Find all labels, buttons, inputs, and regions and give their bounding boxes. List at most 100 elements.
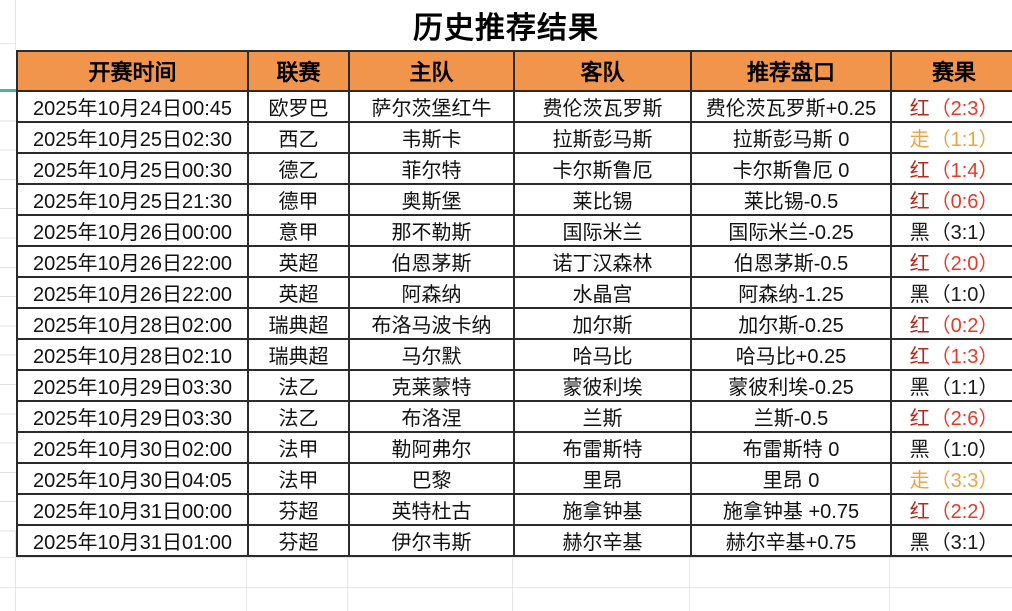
column-header-away-team[interactable]: 客队 [513, 50, 692, 92]
league-cell[interactable]: 法乙 [247, 400, 350, 433]
result-cell[interactable]: 红（1:4） [890, 152, 1012, 185]
away-team-cell[interactable]: 兰斯 [513, 400, 692, 433]
home-team-cell[interactable]: 勒阿弗尔 [348, 431, 515, 464]
home-team-cell[interactable]: 布洛马波卡纳 [348, 307, 515, 340]
result-cell[interactable]: 走（1:1） [890, 121, 1012, 154]
home-team-cell[interactable]: 那不勒斯 [348, 214, 515, 247]
league-cell[interactable]: 西乙 [247, 121, 350, 154]
kickoff-time-cell[interactable]: 2025年10月31日01:00 [16, 524, 249, 557]
league-cell[interactable]: 法甲 [247, 462, 350, 495]
away-team-cell[interactable]: 卡尔斯鲁厄 [513, 152, 692, 185]
home-team-cell[interactable]: 巴黎 [348, 462, 515, 495]
handicap-cell[interactable]: 卡尔斯鲁厄 0 [690, 152, 892, 185]
header-row: 开赛时间 联赛 主队 客队 推荐盘口 赛果 [16, 50, 1012, 92]
league-cell[interactable]: 芬超 [247, 524, 350, 557]
home-team-cell[interactable]: 菲尔特 [348, 152, 515, 185]
kickoff-time-cell[interactable]: 2025年10月26日00:00 [16, 214, 249, 247]
home-team-cell[interactable]: 英特杜古 [348, 493, 515, 526]
handicap-cell[interactable]: 国际米兰-0.25 [690, 214, 892, 247]
home-team-cell[interactable]: 萨尔茨堡红牛 [348, 90, 515, 123]
kickoff-time-cell[interactable]: 2025年10月29日03:30 [16, 369, 249, 402]
handicap-cell[interactable]: 加尔斯-0.25 [690, 307, 892, 340]
home-team-cell[interactable]: 布洛涅 [348, 400, 515, 433]
home-team-cell[interactable]: 伯恩茅斯 [348, 245, 515, 278]
away-team-cell[interactable]: 施拿钟基 [513, 493, 692, 526]
result-cell[interactable]: 黑（3:1） [890, 214, 1012, 247]
handicap-cell[interactable]: 莱比锡-0.5 [690, 183, 892, 216]
results-tbody: 2025年10月24日00:45 欧罗巴 萨尔茨堡红牛 费伦茨瓦罗斯 费伦茨瓦罗… [16, 90, 1012, 557]
row-gridlines-margin [0, 92, 16, 532]
handicap-cell[interactable]: 赫尔辛基+0.75 [690, 524, 892, 557]
away-team-cell[interactable]: 水晶宫 [513, 276, 692, 309]
handicap-cell[interactable]: 兰斯-0.5 [690, 400, 892, 433]
league-cell[interactable]: 德甲 [247, 183, 350, 216]
away-team-cell[interactable]: 诺丁汉森林 [513, 245, 692, 278]
result-cell[interactable]: 黑（1:0） [890, 276, 1012, 309]
league-cell[interactable]: 欧罗巴 [247, 90, 350, 123]
result-cell[interactable]: 走（3:3） [890, 462, 1012, 495]
away-team-cell[interactable]: 费伦茨瓦罗斯 [513, 90, 692, 123]
league-cell[interactable]: 英超 [247, 245, 350, 278]
kickoff-time-cell[interactable]: 2025年10月25日21:30 [16, 183, 249, 216]
handicap-cell[interactable]: 拉斯彭马斯 0 [690, 121, 892, 154]
kickoff-time-cell[interactable]: 2025年10月26日22:00 [16, 245, 249, 278]
result-cell[interactable]: 红（0:2） [890, 307, 1012, 340]
kickoff-time-cell[interactable]: 2025年10月25日02:30 [16, 121, 249, 154]
result-cell[interactable]: 黑（3:1） [890, 524, 1012, 557]
home-team-cell[interactable]: 马尔默 [348, 338, 515, 371]
result-cell[interactable]: 红（1:3） [890, 338, 1012, 371]
league-cell[interactable]: 瑞典超 [247, 338, 350, 371]
home-team-cell[interactable]: 奥斯堡 [348, 183, 515, 216]
column-header-kickoff-time[interactable]: 开赛时间 [16, 50, 249, 92]
handicap-cell[interactable]: 伯恩茅斯-0.5 [690, 245, 892, 278]
kickoff-time-cell[interactable]: 2025年10月25日00:30 [16, 152, 249, 185]
away-team-cell[interactable]: 里昂 [513, 462, 692, 495]
handicap-cell[interactable]: 布雷斯特 0 [690, 431, 892, 464]
league-cell[interactable]: 英超 [247, 276, 350, 309]
handicap-cell[interactable]: 里昂 0 [690, 462, 892, 495]
result-cell[interactable]: 红（0:6） [890, 183, 1012, 216]
kickoff-time-cell[interactable]: 2025年10月28日02:10 [16, 338, 249, 371]
league-cell[interactable]: 芬超 [247, 493, 350, 526]
away-team-cell[interactable]: 布雷斯特 [513, 431, 692, 464]
league-cell[interactable]: 法甲 [247, 431, 350, 464]
kickoff-time-cell[interactable]: 2025年10月28日02:00 [16, 307, 249, 340]
result-cell[interactable]: 黑（1:1） [890, 369, 1012, 402]
home-team-cell[interactable]: 伊尔韦斯 [348, 524, 515, 557]
away-team-cell[interactable]: 哈马比 [513, 338, 692, 371]
kickoff-time-cell[interactable]: 2025年10月26日22:00 [16, 276, 249, 309]
home-team-cell[interactable]: 韦斯卡 [348, 121, 515, 154]
column-header-result[interactable]: 赛果 [890, 50, 1012, 92]
away-team-cell[interactable]: 莱比锡 [513, 183, 692, 216]
away-team-cell[interactable]: 赫尔辛基 [513, 524, 692, 557]
away-team-cell[interactable]: 蒙彼利埃 [513, 369, 692, 402]
handicap-cell[interactable]: 施拿钟基 +0.75 [690, 493, 892, 526]
home-team-cell[interactable]: 克莱蒙特 [348, 369, 515, 402]
kickoff-time-cell[interactable]: 2025年10月31日00:00 [16, 493, 249, 526]
result-cell[interactable]: 红（2:2） [890, 493, 1012, 526]
column-header-league[interactable]: 联赛 [247, 50, 350, 92]
result-cell[interactable]: 红（2:6） [890, 400, 1012, 433]
result-cell[interactable]: 红（2:0） [890, 245, 1012, 278]
kickoff-time-cell[interactable]: 2025年10月30日02:00 [16, 431, 249, 464]
column-header-home-team[interactable]: 主队 [348, 50, 515, 92]
kickoff-time-cell[interactable]: 2025年10月24日00:45 [16, 90, 249, 123]
kickoff-time-cell[interactable]: 2025年10月29日03:30 [16, 400, 249, 433]
handicap-cell[interactable]: 哈马比+0.25 [690, 338, 892, 371]
away-team-cell[interactable]: 国际米兰 [513, 214, 692, 247]
handicap-cell[interactable]: 费伦茨瓦罗斯+0.25 [690, 90, 892, 123]
league-cell[interactable]: 瑞典超 [247, 307, 350, 340]
result-cell[interactable]: 红（2:3） [890, 90, 1012, 123]
league-cell[interactable]: 法乙 [247, 369, 350, 402]
handicap-cell[interactable]: 阿森纳-1.25 [690, 276, 892, 309]
away-team-cell[interactable]: 加尔斯 [513, 307, 692, 340]
kickoff-time-cell[interactable]: 2025年10月30日04:05 [16, 462, 249, 495]
league-cell[interactable]: 德乙 [247, 152, 350, 185]
away-team-cell[interactable]: 拉斯彭马斯 [513, 121, 692, 154]
home-team-cell[interactable]: 阿森纳 [348, 276, 515, 309]
result-cell[interactable]: 黑（1:0） [890, 431, 1012, 464]
handicap-cell[interactable]: 蒙彼利埃-0.25 [690, 369, 892, 402]
column-header-recommended-handicap[interactable]: 推荐盘口 [690, 50, 892, 92]
league-cell[interactable]: 意甲 [247, 214, 350, 247]
result-score: （1:4） [930, 160, 999, 182]
